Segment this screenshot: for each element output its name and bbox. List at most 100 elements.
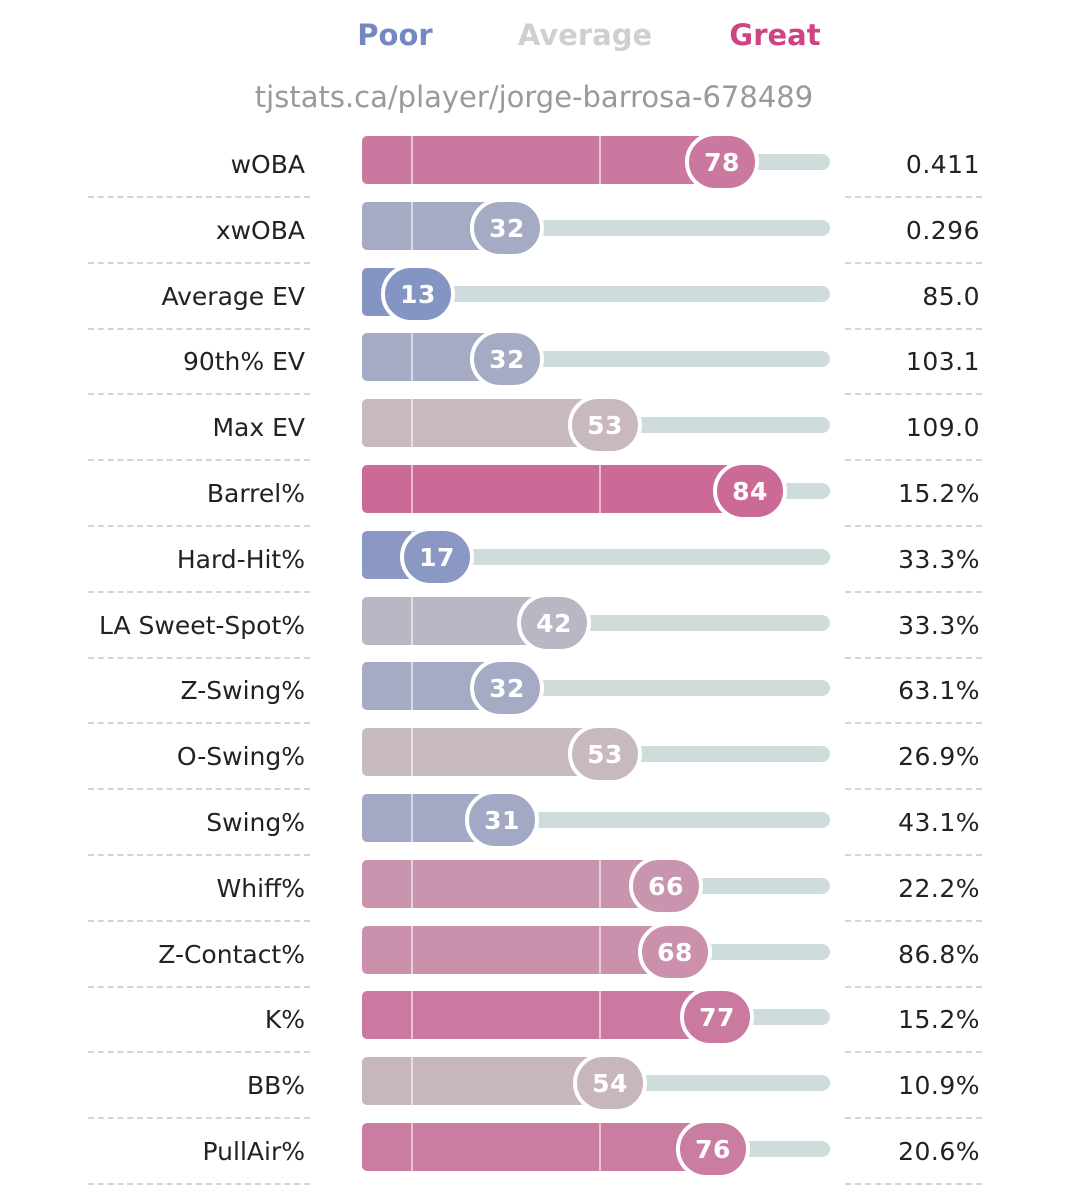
metric-row: Average EV 13 85.0 [0,264,1069,330]
legend: Poor Average Great [0,18,1069,62]
row-divider [88,525,310,527]
percentile-bar [362,1123,713,1171]
row-divider [845,854,982,856]
metric-row: Hard-Hit% 17 33.3% [0,527,1069,593]
row-divider [845,525,982,527]
metric-row: wOBA 78 0.411 [0,132,1069,198]
bar-gridline [411,136,413,184]
legend-poor: Poor [357,18,433,52]
bar-gridline [411,728,413,776]
percentile-bar [362,991,718,1039]
metric-row: Swing% 31 43.1% [0,790,1069,856]
bar-gridline [411,399,413,447]
percentile-bar [362,136,723,184]
row-divider [88,1051,310,1053]
percentile-badge: 54 [573,1053,647,1113]
percentile-badge: 77 [680,987,754,1047]
row-divider [88,986,310,988]
metric-label: LA Sweet-Spot% [98,611,305,640]
percentile-badge: 84 [713,461,787,521]
percentile-badge: 42 [517,593,591,653]
bar-gridline [599,465,601,513]
metric-value: 20.6% [898,1137,980,1166]
metric-value: 10.9% [898,1071,980,1100]
metric-label: Hard-Hit% [176,545,305,574]
bar-gridline [599,1123,601,1171]
percentile-badge: 76 [676,1119,750,1179]
row-divider [845,196,982,198]
row-divider [88,196,310,198]
bar-gridline [411,202,413,250]
row-divider [845,657,982,659]
metric-value: 15.2% [898,1005,980,1034]
metric-label: Z-Swing% [180,676,305,705]
metric-label: O-Swing% [176,742,305,771]
row-divider [845,788,982,790]
metric-row: PullAir% 76 20.6% [0,1119,1069,1185]
row-divider [88,920,310,922]
row-divider [845,328,982,330]
bar-track [362,286,830,302]
row-divider [845,722,982,724]
metric-row: Max EV 53 109.0 [0,395,1069,461]
percentile-badge: 13 [381,264,455,324]
source-url: tjstats.ca/player/jorge-barrosa-678489 [254,80,814,114]
row-divider [88,788,310,790]
bar-gridline [411,662,413,710]
metric-label: BB% [246,1071,305,1100]
metric-value: 22.2% [898,874,980,903]
percentile-bar [362,860,666,908]
metric-value: 85.0 [922,282,980,311]
percentile-bar [362,399,606,447]
row-divider [88,459,310,461]
bar-gridline [411,860,413,908]
row-divider [845,920,982,922]
row-divider [845,1183,982,1185]
bar-gridline [411,794,413,842]
row-divider [845,591,982,593]
percentile-bar [362,1057,610,1105]
metric-row: LA Sweet-Spot% 42 33.3% [0,593,1069,659]
metric-label: Z-Contact% [158,940,305,969]
metric-label: PullAir% [202,1137,305,1166]
legend-average: Average [517,18,653,52]
percentile-bar [362,465,751,513]
percentile-badge: 53 [568,395,642,455]
metric-label: Barrel% [206,479,305,508]
row-divider [88,393,310,395]
metric-label: Max EV [212,413,305,442]
percentile-bar [362,926,676,974]
percentile-badge: 32 [470,329,544,389]
bar-track [362,549,830,565]
percentile-badge: 31 [465,790,539,850]
bar-gridline [411,597,413,645]
metric-label: wOBA [230,150,305,179]
percentile-bar [362,728,606,776]
bar-gridline [411,926,413,974]
metric-row: K% 77 15.2% [0,987,1069,1053]
metric-label: Average EV [161,282,305,311]
percentile-badge: 53 [568,724,642,784]
metric-value: 0.411 [905,150,980,179]
percentile-badge: 66 [629,856,703,916]
bar-gridline [599,860,601,908]
row-divider [845,986,982,988]
percentile-badge: 17 [400,527,474,587]
metric-label: xwOBA [215,216,305,245]
metric-label: K% [264,1005,305,1034]
bar-gridline [411,1057,413,1105]
legend-great: Great [729,18,821,52]
row-divider [88,1117,310,1119]
metric-value: 109.0 [905,413,980,442]
metric-row: Barrel% 84 15.2% [0,461,1069,527]
metric-value: 33.3% [898,611,980,640]
bar-gridline [411,465,413,513]
metric-value: 86.8% [898,940,980,969]
metric-label: 90th% EV [182,347,305,376]
percentile-badge: 78 [685,132,759,192]
row-divider [845,1051,982,1053]
metric-row: O-Swing% 53 26.9% [0,724,1069,790]
bar-gridline [599,991,601,1039]
percentile-badge: 32 [470,198,544,258]
metric-value: 63.1% [898,676,980,705]
